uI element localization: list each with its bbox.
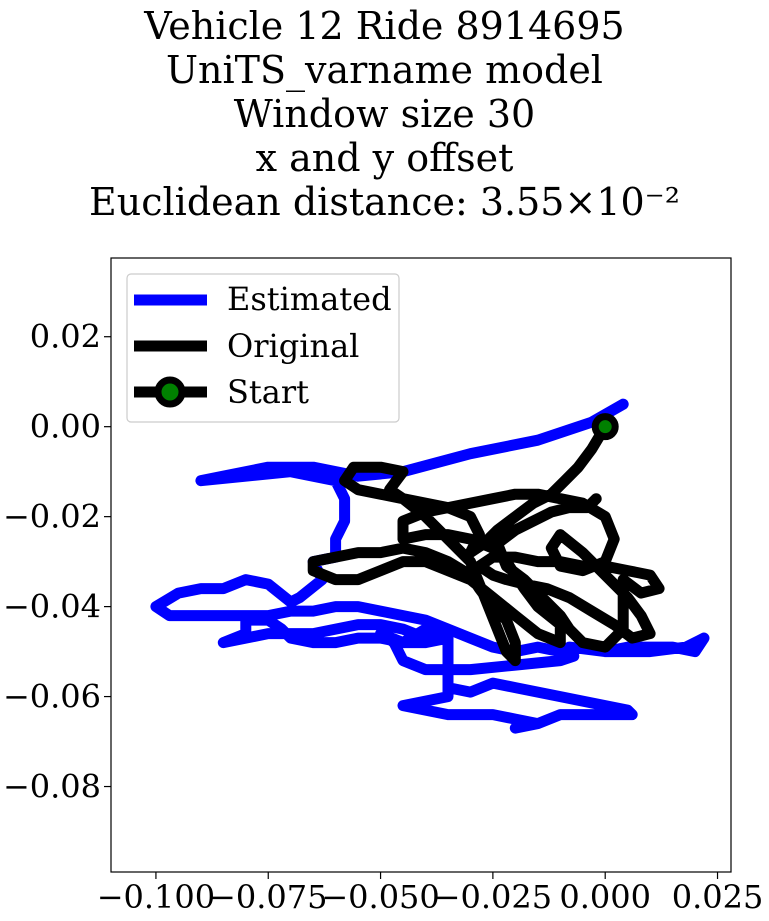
x-tick-label: −0.100 — [97, 878, 215, 916]
x-tick-label: −0.050 — [321, 878, 439, 916]
x-tick-label: −0.025 — [434, 878, 552, 916]
series-original — [307, 421, 665, 667]
chart-title: Vehicle 12 Ride 8914695 UniTS_varname mo… — [0, 4, 769, 224]
y-tick-label: −0.02 — [3, 498, 101, 536]
title-line-5: Euclidean distance: 3.55×10⁻² — [89, 180, 680, 224]
legend-start-label: Start — [227, 373, 309, 411]
y-tick-label: −0.08 — [3, 768, 101, 806]
title-line-4: x and y offset — [255, 136, 514, 180]
legend-original-label: Original — [227, 327, 359, 365]
title-line-3: Window size 30 — [233, 92, 536, 136]
legend: Estimated Original Start — [126, 273, 400, 423]
x-tick-label: 0.025 — [672, 878, 764, 916]
y-tick-label: −0.04 — [3, 588, 101, 626]
y-tick-label: 0.02 — [30, 318, 101, 356]
legend-box — [126, 273, 400, 423]
x-tick-label: 0.000 — [559, 878, 651, 916]
title-line-2: UniTS_varname model — [166, 48, 603, 92]
legend-start-marker — [154, 376, 186, 408]
legend-estimated-label: Estimated — [227, 280, 392, 318]
y-tick-label: −0.06 — [3, 678, 101, 716]
series-estimated — [150, 398, 710, 734]
y-tick-label: 0.00 — [30, 408, 101, 446]
title-line-1: Vehicle 12 Ride 8914695 — [144, 4, 625, 48]
x-tick-label: −0.075 — [209, 878, 327, 916]
axes-ticks: −0.100−0.075−0.050−0.025 0.000 0.025 0.02 0.… — [3, 318, 763, 916]
start-marker — [591, 413, 619, 441]
series-layer — [150, 398, 710, 734]
